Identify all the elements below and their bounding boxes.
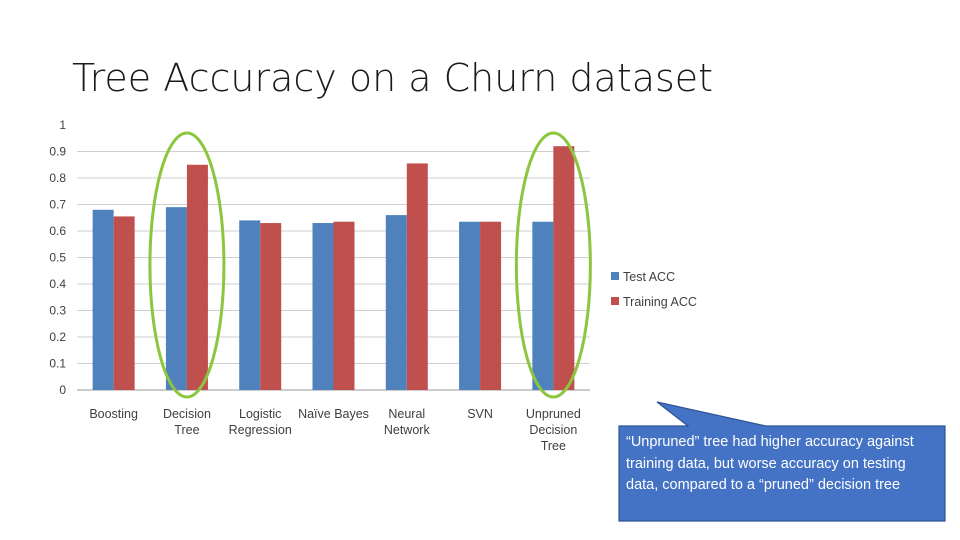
x-axis-labels: Boosting Decision Tree Logistic Regression Na… (89, 407, 581, 453)
y-tick-label: 0.5 (49, 251, 66, 265)
bar-training-acc (333, 221, 355, 390)
bar-training-acc (260, 223, 282, 390)
highlight-ellipses (148, 131, 592, 399)
bar-test-acc (459, 221, 481, 390)
highlight-ellipse (148, 131, 226, 399)
legend-label: Training ACC (623, 295, 697, 309)
legend-swatch (611, 297, 619, 305)
bar-test-acc (92, 209, 114, 390)
y-tick-label: 0.1 (49, 357, 66, 371)
x-category-label: Decision Tree (163, 407, 211, 437)
y-tick-label: 0.7 (49, 198, 66, 212)
bars (92, 146, 575, 390)
bar-test-acc (312, 223, 334, 390)
bar-test-acc (532, 221, 554, 390)
callout-shape (618, 401, 946, 522)
legend-swatch (611, 272, 619, 280)
y-tick-label: 0.6 (49, 224, 66, 238)
y-tick-label: 0 (59, 383, 66, 397)
callout-box (618, 401, 946, 522)
callout-text: “Unpruned” tree had higher accuracy agai… (626, 434, 914, 493)
bar-training-acc (553, 146, 575, 390)
y-tick-label: 0.8 (49, 171, 66, 185)
y-axis-ticks: 0 0.1 0.2 0.3 0.4 0.5 0.6 0.7 0.8 0.9 1 (49, 118, 66, 397)
x-category-label: Boosting (89, 407, 138, 421)
bar-test-acc (385, 215, 407, 390)
x-category-label: Naïve Bayes (298, 407, 369, 421)
highlight-ellipse (514, 131, 592, 399)
legend-label: Test ACC (623, 270, 675, 284)
y-tick-label: 0.2 (49, 330, 66, 344)
bar-test-acc (239, 220, 261, 390)
bar-training-acc (186, 164, 208, 390)
x-category-label: Unpruned Decision Tree (526, 407, 581, 453)
bar-training-acc (480, 221, 502, 390)
legend: Test ACC Training ACC (611, 270, 697, 309)
x-category-label: Logistic Regression (229, 407, 292, 437)
bar-training-acc (113, 216, 135, 390)
y-tick-label: 0.3 (49, 304, 66, 318)
bar-training-acc (406, 163, 428, 390)
x-category-label: Neural Network (384, 407, 431, 437)
bar-test-acc (165, 207, 187, 390)
y-tick-label: 1 (59, 118, 66, 132)
y-tick-label: 0.9 (49, 145, 66, 159)
y-tick-label: 0.4 (49, 277, 66, 291)
slide-title: Tree Accuracy on a Churn dataset (72, 56, 714, 100)
x-category-label: SVN (467, 407, 493, 421)
